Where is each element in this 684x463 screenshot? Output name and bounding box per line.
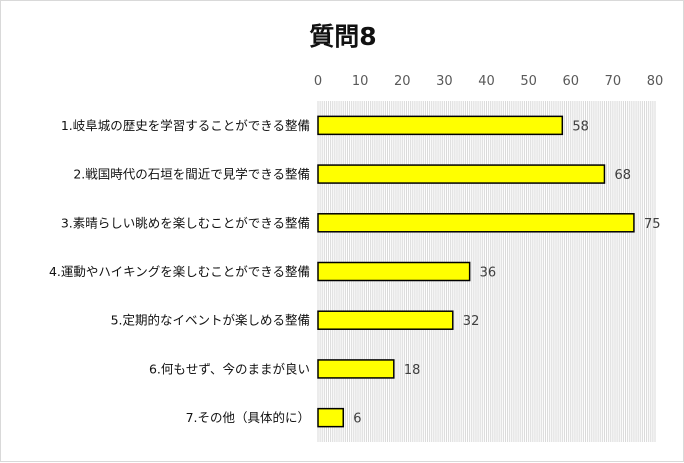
x-tick-label: 50 — [520, 74, 537, 89]
category-label: 4.運動やハイキングを楽しむことができる整備 — [49, 264, 310, 279]
x-tick-label: 80 — [647, 74, 664, 89]
bar — [317, 359, 395, 379]
data-label: 32 — [463, 314, 480, 329]
x-axis-ticks: 0 10 20 30 40 50 60 70 80 — [314, 74, 663, 89]
bar — [317, 115, 564, 136]
category-label: 2.戦国時代の石垣を間近で見学できる整備 — [73, 167, 310, 182]
bar — [317, 261, 471, 282]
x-tick-label: 60 — [562, 74, 579, 89]
x-tick-label: 30 — [436, 74, 453, 89]
x-tick-label: 10 — [352, 74, 369, 89]
data-label: 75 — [644, 217, 661, 232]
bar — [317, 164, 606, 184]
category-label: 5.定期的なイベントが楽しめる整備 — [111, 313, 310, 328]
bars — [317, 115, 635, 428]
bar — [317, 407, 345, 428]
data-label: 18 — [404, 363, 421, 378]
data-labels: 58 68 75 36 32 18 6 — [353, 119, 660, 426]
data-label: 68 — [614, 168, 631, 183]
bar — [317, 310, 454, 330]
category-label: 3.素晴らしい眺めを楽しむことができる整備 — [61, 215, 310, 230]
x-tick-label: 40 — [478, 74, 495, 89]
x-tick-label: 20 — [394, 74, 411, 89]
bar — [317, 213, 635, 233]
data-label: 58 — [572, 119, 589, 134]
category-label: 7.その他（具体的に） — [186, 410, 310, 425]
chart-title: 質問8 — [309, 22, 376, 51]
category-label: 1.岐阜城の歴史を学習することができる整備 — [61, 118, 310, 133]
category-label: 6.何もせず、今のままが良い — [149, 361, 310, 376]
data-label: 36 — [480, 266, 497, 281]
x-tick-label: 0 — [314, 74, 322, 89]
data-label: 6 — [353, 412, 361, 427]
category-labels: 1.岐阜城の歴史を学習することができる整備 2.戦国時代の石垣を間近で見学できる整… — [49, 118, 310, 425]
x-tick-label: 70 — [605, 74, 622, 89]
